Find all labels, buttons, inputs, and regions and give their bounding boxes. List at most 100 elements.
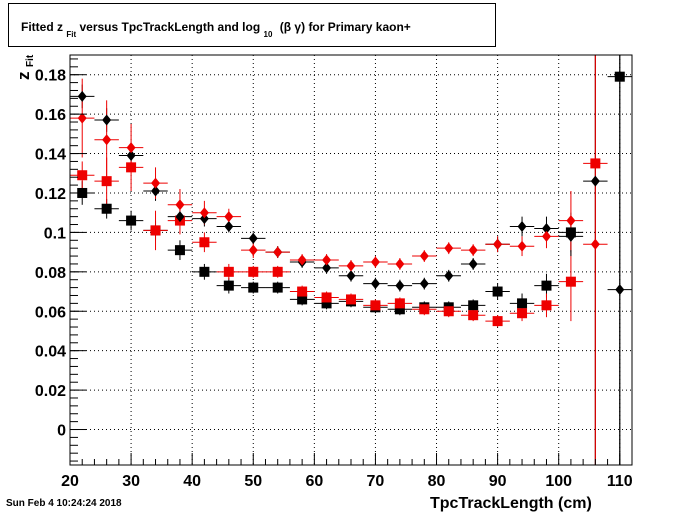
data-point-diamond: [175, 211, 185, 223]
data-point-square: [321, 292, 332, 303]
data-point-diamond: [444, 270, 454, 282]
data-point-diamond: [590, 175, 600, 187]
title-sub1: Fit: [66, 30, 76, 39]
data-point-square: [77, 170, 88, 181]
data-point-diamond: [126, 150, 136, 162]
data-point-diamond: [273, 246, 283, 258]
y-tick-label: 0.16: [35, 107, 66, 124]
tick-labels: 20 30 40 50 60 70 80 90 100 110 0 0.02 0.04 0.06 0.08 0…: [35, 68, 633, 490]
title-part3: (β γ) for Primary kaon+: [280, 20, 411, 34]
data-point-diamond: [322, 254, 332, 266]
x-tick-label: 80: [428, 473, 446, 490]
x-axis-title: TpcTrackLength (cm): [430, 495, 592, 512]
data-point-square: [321, 298, 332, 309]
data-point-square: [468, 300, 479, 311]
data-point-diamond: [395, 280, 405, 292]
data-point-square: [297, 286, 308, 297]
data-point-square: [517, 308, 528, 319]
data-point-diamond: [541, 222, 551, 234]
data-point-diamond: [517, 220, 527, 232]
y-tick-label: 0.04: [35, 344, 66, 361]
data-point-diamond: [566, 215, 576, 227]
data-point-square: [272, 282, 283, 293]
data-point-square: [101, 203, 112, 214]
data-point-square: [199, 266, 210, 277]
x-tick-label: 70: [367, 473, 385, 490]
y-tick-label: 0.02: [35, 383, 66, 400]
x-tick-label: 90: [489, 473, 507, 490]
x-tick-label: 50: [244, 473, 262, 490]
data-point-diamond: [566, 230, 576, 242]
y-axis-label-sub: Fit: [25, 54, 36, 67]
data-point-square: [394, 298, 405, 309]
data-point-square: [248, 282, 259, 293]
title-part2: versus TpcTrackLength and log: [79, 20, 260, 34]
data-point-square: [517, 298, 528, 309]
data-point-square: [443, 306, 454, 317]
y-tick-label: 0.18: [35, 68, 66, 85]
data-point-square: [394, 304, 405, 315]
data-point-square: [346, 294, 356, 305]
data-point-square: [101, 176, 112, 187]
data-point-diamond: [126, 142, 136, 154]
data-point-diamond: [322, 262, 332, 274]
data-point-diamond: [248, 244, 258, 256]
title-box: Fitted z Fit versus TpcTrackLength and l…: [8, 3, 496, 47]
y-tick-label: 0: [57, 423, 66, 440]
data-point-diamond: [77, 90, 87, 102]
data-point-diamond: [151, 177, 161, 189]
data-point-square: [492, 286, 503, 297]
y-axis-label-main: z: [14, 72, 33, 81]
grid-lines: [69, 55, 632, 465]
data-point-square: [370, 300, 381, 311]
data-point-diamond: [346, 260, 356, 272]
data-point-diamond: [248, 232, 258, 244]
data-point-diamond: [468, 258, 478, 270]
data-point-square: [126, 215, 137, 226]
data-point-diamond: [175, 199, 185, 211]
timestamp: Sun Feb 4 10:24:24 2018: [6, 498, 122, 509]
data-point-diamond: [102, 114, 112, 126]
data-point-diamond: [151, 185, 161, 197]
data-point-diamond: [395, 258, 405, 270]
data-point-diamond: [419, 278, 429, 290]
x-tick-label: 40: [183, 473, 201, 490]
data-point-square: [468, 310, 479, 321]
data-point-diamond: [517, 240, 527, 252]
data-point-square: [223, 280, 234, 291]
data-point-diamond: [102, 134, 112, 146]
y-tick-label: 0.12: [35, 186, 66, 203]
data-point-square: [223, 266, 234, 277]
data-point-square: [297, 294, 308, 305]
data-point-diamond: [370, 256, 380, 268]
data-point-square: [174, 245, 185, 256]
data-point-diamond: [370, 278, 380, 290]
data-point-diamond: [444, 242, 454, 254]
data-point-square: [614, 71, 625, 82]
title-sub2: 10: [264, 30, 273, 39]
data-point-square: [272, 266, 283, 277]
data-point-diamond: [224, 220, 234, 232]
axis-ticks: [69, 58, 633, 465]
x-tick-label: 110: [607, 473, 633, 490]
x-tick-label: 20: [61, 473, 79, 490]
y-tick-label: 0.1: [44, 225, 66, 242]
data-point-diamond: [77, 112, 87, 124]
data-point-square: [126, 162, 137, 173]
x-tick-label: 60: [305, 473, 323, 490]
title-part1: Fitted z: [21, 20, 63, 34]
data-point-diamond: [419, 250, 429, 262]
y-tick-label: 0.08: [35, 265, 66, 282]
data-markers: [77, 71, 625, 327]
x-tick-label: 100: [545, 473, 572, 490]
data-point-diamond: [297, 254, 307, 266]
y-axis-label: z Fit: [14, 54, 36, 80]
data-point-diamond: [541, 230, 551, 242]
data-point-diamond: [468, 244, 478, 256]
data-point-diamond: [493, 238, 503, 250]
data-point-square: [150, 225, 161, 236]
data-point-diamond: [199, 207, 209, 219]
y-tick-label: 0.06: [35, 304, 66, 321]
data-point-square: [199, 237, 210, 248]
